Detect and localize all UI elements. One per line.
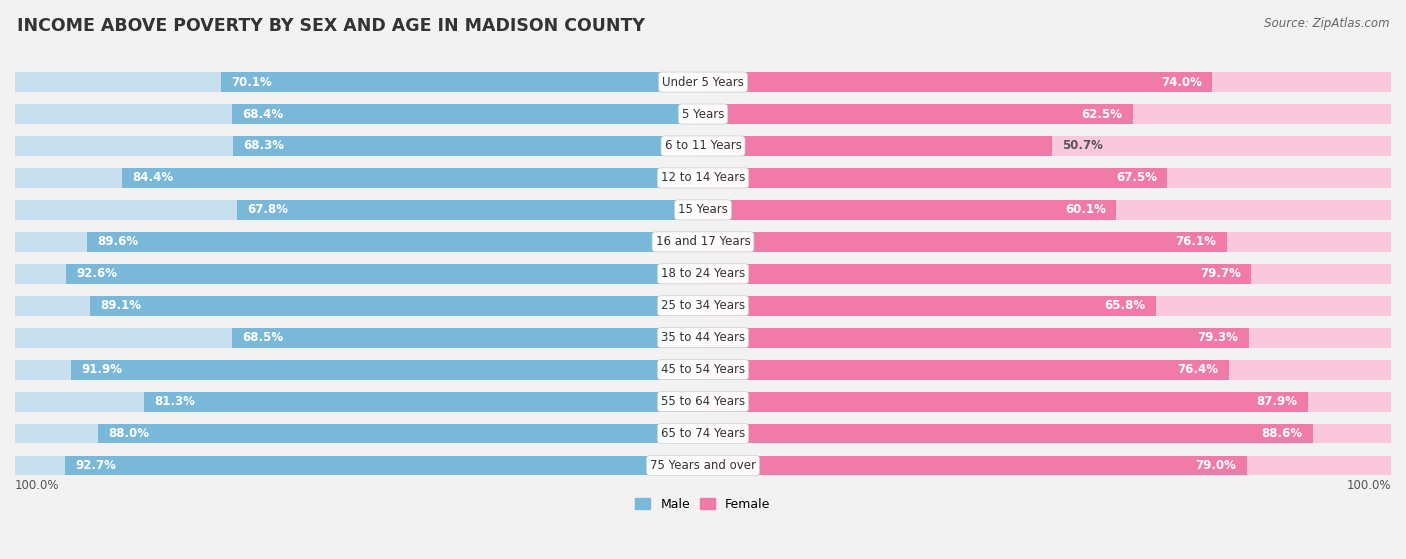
Text: 76.4%: 76.4% bbox=[1177, 363, 1219, 376]
Text: 5 Years: 5 Years bbox=[682, 107, 724, 121]
Text: 70.1%: 70.1% bbox=[231, 75, 271, 88]
Bar bbox=[703, 72, 1212, 92]
Text: 87.9%: 87.9% bbox=[1257, 395, 1298, 408]
Bar bbox=[703, 296, 1156, 316]
Text: 89.1%: 89.1% bbox=[100, 299, 142, 312]
Text: 79.7%: 79.7% bbox=[1201, 267, 1241, 280]
Bar bbox=[703, 200, 1116, 220]
Bar bbox=[97, 424, 703, 443]
Bar bbox=[703, 264, 1391, 284]
Bar bbox=[221, 72, 703, 92]
Text: 88.6%: 88.6% bbox=[1261, 427, 1302, 440]
Bar bbox=[65, 456, 703, 475]
Text: 67.8%: 67.8% bbox=[247, 203, 288, 216]
Bar bbox=[15, 392, 703, 411]
Bar bbox=[703, 264, 1251, 284]
Bar bbox=[703, 424, 1391, 443]
Text: 35 to 44 Years: 35 to 44 Years bbox=[661, 331, 745, 344]
Text: 100.0%: 100.0% bbox=[1347, 479, 1391, 492]
Text: 15 Years: 15 Years bbox=[678, 203, 728, 216]
Bar bbox=[143, 392, 703, 411]
Bar bbox=[703, 104, 1391, 124]
Bar bbox=[15, 72, 703, 92]
Bar bbox=[703, 232, 1391, 252]
Text: 60.1%: 60.1% bbox=[1066, 203, 1107, 216]
Text: 25 to 34 Years: 25 to 34 Years bbox=[661, 299, 745, 312]
Text: 62.5%: 62.5% bbox=[1081, 107, 1122, 121]
Text: 74.0%: 74.0% bbox=[1161, 75, 1202, 88]
Bar bbox=[87, 232, 703, 252]
Bar bbox=[703, 456, 1247, 475]
Bar bbox=[15, 328, 703, 348]
Text: 88.0%: 88.0% bbox=[108, 427, 149, 440]
Bar bbox=[15, 104, 703, 124]
Bar bbox=[70, 360, 703, 380]
Text: 12 to 14 Years: 12 to 14 Years bbox=[661, 172, 745, 184]
Bar bbox=[703, 200, 1391, 220]
Bar bbox=[703, 392, 1308, 411]
Text: 89.6%: 89.6% bbox=[97, 235, 138, 248]
Bar bbox=[703, 136, 1391, 156]
Bar bbox=[703, 136, 1052, 156]
Bar bbox=[703, 104, 1133, 124]
Text: 6 to 11 Years: 6 to 11 Years bbox=[665, 140, 741, 153]
Text: INCOME ABOVE POVERTY BY SEX AND AGE IN MADISON COUNTY: INCOME ABOVE POVERTY BY SEX AND AGE IN M… bbox=[17, 17, 645, 35]
Bar bbox=[703, 296, 1391, 316]
Text: 100.0%: 100.0% bbox=[15, 479, 59, 492]
Bar bbox=[703, 328, 1391, 348]
Bar bbox=[703, 168, 1391, 188]
Text: 84.4%: 84.4% bbox=[132, 172, 174, 184]
Bar bbox=[703, 360, 1229, 380]
Bar bbox=[703, 424, 1313, 443]
Bar bbox=[122, 168, 703, 188]
Text: 79.3%: 79.3% bbox=[1198, 331, 1239, 344]
Text: 68.3%: 68.3% bbox=[243, 140, 284, 153]
Bar bbox=[15, 168, 703, 188]
Bar bbox=[703, 456, 1391, 475]
Bar bbox=[15, 232, 703, 252]
Bar bbox=[233, 136, 703, 156]
Text: Source: ZipAtlas.com: Source: ZipAtlas.com bbox=[1264, 17, 1389, 30]
Text: 45 to 54 Years: 45 to 54 Years bbox=[661, 363, 745, 376]
Text: 92.6%: 92.6% bbox=[76, 267, 117, 280]
Bar bbox=[703, 392, 1391, 411]
Text: 16 and 17 Years: 16 and 17 Years bbox=[655, 235, 751, 248]
Bar bbox=[232, 328, 703, 348]
Text: 65.8%: 65.8% bbox=[1104, 299, 1146, 312]
Bar bbox=[703, 328, 1249, 348]
Text: 68.4%: 68.4% bbox=[243, 107, 284, 121]
Bar bbox=[232, 104, 703, 124]
Bar bbox=[236, 200, 703, 220]
Bar bbox=[15, 200, 703, 220]
Bar bbox=[15, 264, 703, 284]
Text: 75 Years and over: 75 Years and over bbox=[650, 459, 756, 472]
Bar bbox=[703, 72, 1391, 92]
Text: 79.0%: 79.0% bbox=[1195, 459, 1236, 472]
Bar bbox=[703, 360, 1391, 380]
Text: 68.5%: 68.5% bbox=[242, 331, 283, 344]
Text: 92.7%: 92.7% bbox=[76, 459, 117, 472]
Bar bbox=[703, 232, 1226, 252]
Text: 65 to 74 Years: 65 to 74 Years bbox=[661, 427, 745, 440]
Text: 50.7%: 50.7% bbox=[1062, 140, 1104, 153]
Bar bbox=[90, 296, 703, 316]
Legend: Male, Female: Male, Female bbox=[630, 493, 776, 516]
Text: Under 5 Years: Under 5 Years bbox=[662, 75, 744, 88]
Bar bbox=[15, 456, 703, 475]
Bar bbox=[15, 136, 703, 156]
Text: 18 to 24 Years: 18 to 24 Years bbox=[661, 267, 745, 280]
Bar bbox=[15, 424, 703, 443]
Bar bbox=[15, 296, 703, 316]
Text: 76.1%: 76.1% bbox=[1175, 235, 1216, 248]
Bar bbox=[66, 264, 703, 284]
Bar bbox=[703, 168, 1167, 188]
Text: 91.9%: 91.9% bbox=[82, 363, 122, 376]
Text: 67.5%: 67.5% bbox=[1116, 172, 1157, 184]
Text: 81.3%: 81.3% bbox=[155, 395, 195, 408]
Bar bbox=[15, 360, 703, 380]
Text: 55 to 64 Years: 55 to 64 Years bbox=[661, 395, 745, 408]
